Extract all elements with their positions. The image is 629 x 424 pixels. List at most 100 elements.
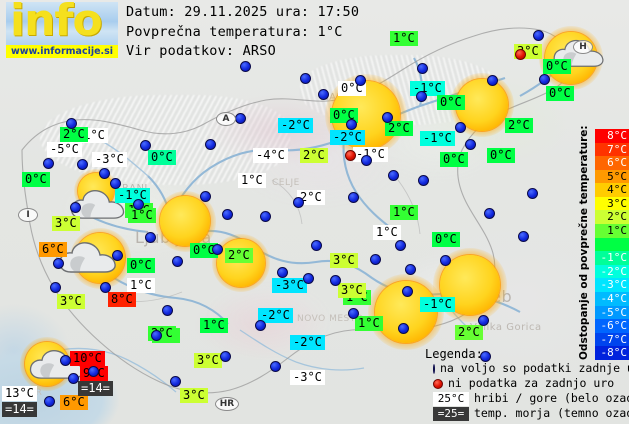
station-dot-current-icon[interactable] xyxy=(151,330,162,341)
legend-stale-dot-icon xyxy=(433,378,443,389)
station-dot-current-icon[interactable] xyxy=(60,355,71,366)
station-dot-current-icon[interactable] xyxy=(110,178,121,189)
temperature-label: -3°C xyxy=(92,152,127,167)
temperature-label: 3°C xyxy=(180,388,208,403)
temperature-label: 0°C xyxy=(127,258,155,273)
temperature-label: 0°C xyxy=(190,243,218,258)
station-dot-current-icon[interactable] xyxy=(255,320,266,331)
station-dot-current-icon[interactable] xyxy=(50,282,61,293)
station-dot-current-icon[interactable] xyxy=(348,308,359,319)
station-dot-current-icon[interactable] xyxy=(480,351,491,362)
map-place-label: Velika Gorica xyxy=(470,322,542,333)
temperature-label: -1°C xyxy=(420,297,455,312)
scale-tick: -2°C xyxy=(595,264,629,279)
station-dot-current-icon[interactable] xyxy=(77,159,88,170)
station-dot-current-icon[interactable] xyxy=(318,89,329,100)
station-dot-current-icon[interactable] xyxy=(533,30,544,41)
station-dot-current-icon[interactable] xyxy=(348,192,359,203)
logo-wordmark: info xyxy=(10,0,103,46)
scale-tick: -7°C xyxy=(595,332,629,347)
station-dot-current-icon[interactable] xyxy=(405,264,416,275)
site-logo[interactable]: info www.informacije.si xyxy=(6,0,118,58)
station-dot-current-icon[interactable] xyxy=(370,254,381,265)
temperature-label: 6°C xyxy=(39,242,67,257)
station-dot-current-icon[interactable] xyxy=(270,361,281,372)
station-dot-current-icon[interactable] xyxy=(100,282,111,293)
station-dot-stale-icon[interactable] xyxy=(515,49,526,60)
station-dot-current-icon[interactable] xyxy=(402,286,413,297)
temperature-label: 6°C xyxy=(60,395,88,410)
temperature-label: 0°C xyxy=(432,232,460,247)
station-dot-current-icon[interactable] xyxy=(240,61,251,72)
station-dot-current-icon[interactable] xyxy=(140,140,151,151)
station-dot-current-icon[interactable] xyxy=(418,175,429,186)
scale-tick: 6°C xyxy=(595,156,629,170)
station-dot-current-icon[interactable] xyxy=(44,396,55,407)
scale-bar: 8°C 7°C 6°C 5°C 4°C 3°C 2°C 1°C -1°C -2°C -3°C -4°C… xyxy=(595,129,629,360)
country-code-badge: A xyxy=(216,112,236,126)
station-dot-current-icon[interactable] xyxy=(440,255,451,266)
station-dot-current-icon[interactable] xyxy=(68,373,79,384)
station-dot-current-icon[interactable] xyxy=(66,118,77,129)
station-dot-current-icon[interactable] xyxy=(162,305,173,316)
station-dot-current-icon[interactable] xyxy=(527,188,538,199)
scale-tick: 1°C xyxy=(595,224,629,238)
station-dot-current-icon[interactable] xyxy=(170,376,181,387)
station-dot-current-icon[interactable] xyxy=(478,315,489,326)
temperature-label: 0°C xyxy=(22,172,50,187)
temperature-label: 1°C xyxy=(127,278,155,293)
station-dot-current-icon[interactable] xyxy=(330,275,341,286)
station-dot-current-icon[interactable] xyxy=(293,197,304,208)
station-dot-current-icon[interactable] xyxy=(70,202,81,213)
station-dot-current-icon[interactable] xyxy=(112,250,123,261)
station-dot-current-icon[interactable] xyxy=(455,122,466,133)
station-dot-current-icon[interactable] xyxy=(222,209,233,220)
station-dot-current-icon[interactable] xyxy=(311,240,322,251)
station-dot-current-icon[interactable] xyxy=(277,267,288,278)
station-dot-current-icon[interactable] xyxy=(484,208,495,219)
station-dot-current-icon[interactable] xyxy=(300,73,311,84)
station-dot-current-icon[interactable] xyxy=(200,191,211,202)
temperature-label: 3°C xyxy=(194,353,222,368)
station-dot-current-icon[interactable] xyxy=(395,240,406,251)
temperature-label: 2°C xyxy=(385,121,413,136)
scale-tick: 8°C xyxy=(595,129,629,143)
station-dot-stale-icon[interactable] xyxy=(345,150,356,161)
temperature-label: 0°C xyxy=(543,59,571,74)
station-dot-current-icon[interactable] xyxy=(145,232,156,243)
temperature-label: -4°C xyxy=(253,148,288,163)
station-dot-current-icon[interactable] xyxy=(465,139,476,150)
station-dot-current-icon[interactable] xyxy=(133,199,144,210)
station-dot-current-icon[interactable] xyxy=(88,366,99,377)
station-dot-current-icon[interactable] xyxy=(43,158,54,169)
legend-row: =25= temp. morja (temno ozadje) xyxy=(433,406,629,421)
station-dot-current-icon[interactable] xyxy=(99,168,110,179)
station-dot-current-icon[interactable] xyxy=(487,75,498,86)
station-dot-current-icon[interactable] xyxy=(382,112,393,123)
station-dot-current-icon[interactable] xyxy=(172,256,183,267)
station-dot-current-icon[interactable] xyxy=(398,323,409,334)
legend-current-dot-icon xyxy=(433,363,435,374)
station-dot-current-icon[interactable] xyxy=(212,244,223,255)
temperature-label: 1°C xyxy=(238,173,266,188)
station-dot-current-icon[interactable] xyxy=(220,351,231,362)
temperature-label: 1°C xyxy=(390,31,418,46)
temperature-label: -5°C xyxy=(47,142,82,157)
station-dot-current-icon[interactable] xyxy=(417,63,428,74)
station-dot-current-icon[interactable] xyxy=(518,231,529,242)
station-dot-current-icon[interactable] xyxy=(260,211,271,222)
station-dot-current-icon[interactable] xyxy=(53,258,64,269)
sun-icon xyxy=(160,196,210,246)
station-dot-current-icon[interactable] xyxy=(361,155,372,166)
station-dot-current-icon[interactable] xyxy=(416,91,427,102)
station-dot-current-icon[interactable] xyxy=(355,75,366,86)
station-dot-current-icon[interactable] xyxy=(346,119,357,130)
temperature-label: 1°C xyxy=(390,205,418,220)
station-dot-current-icon[interactable] xyxy=(205,139,216,150)
legend-label: temp. morja (temno ozadje) xyxy=(474,406,629,420)
header-info: Datum: 29.11.2025 ura: 17:50 Povprečna t… xyxy=(126,3,359,62)
station-dot-current-icon[interactable] xyxy=(303,273,314,284)
station-dot-current-icon[interactable] xyxy=(235,113,246,124)
station-dot-current-icon[interactable] xyxy=(539,74,550,85)
station-dot-current-icon[interactable] xyxy=(388,170,399,181)
